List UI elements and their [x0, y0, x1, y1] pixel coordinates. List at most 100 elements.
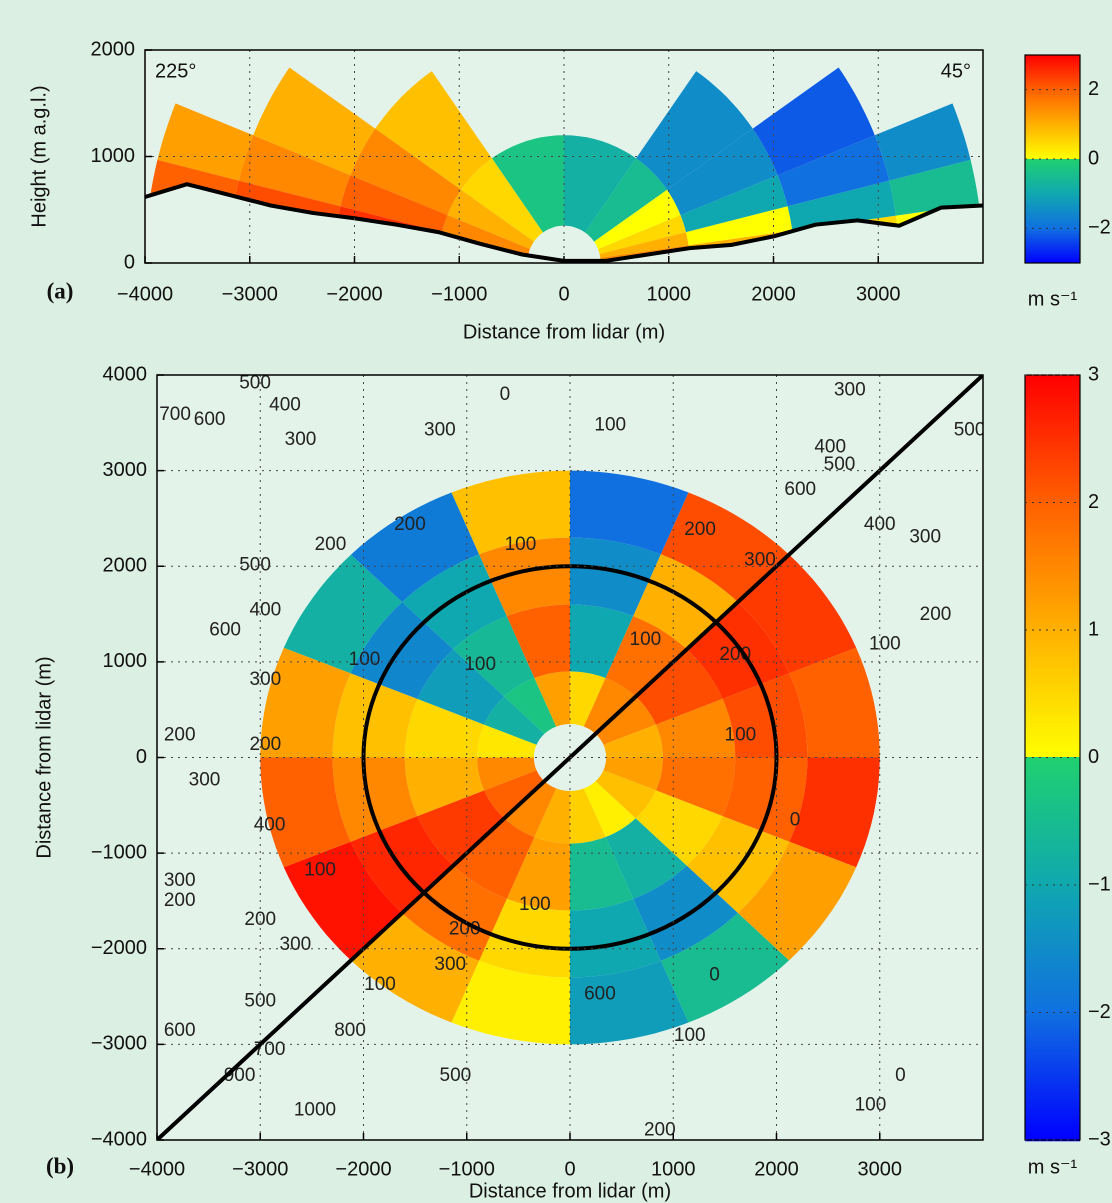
- contour-label: 100: [364, 974, 396, 995]
- contour-label: 700: [254, 1039, 286, 1060]
- colorbar-slice: [1025, 211, 1080, 214]
- contour-label: 100: [674, 1025, 706, 1046]
- velocity-cell: [402, 554, 507, 650]
- colorbar-slice: [1025, 397, 1080, 400]
- contour-label: 500: [440, 1065, 472, 1086]
- colorbar-slice: [1025, 661, 1080, 664]
- colorbar-slice: [1025, 107, 1080, 110]
- colorbar-slice: [1025, 1029, 1080, 1032]
- colorbar-slice: [1025, 963, 1080, 966]
- colorbar-slice: [1025, 597, 1080, 600]
- colorbar-slice: [1025, 1017, 1080, 1020]
- colorbar-slice: [1025, 883, 1080, 886]
- colorbar-slice: [1025, 759, 1080, 762]
- colorbar-slice: [1025, 953, 1080, 956]
- colorbar-slice: [1025, 571, 1080, 574]
- contour-label: 200: [394, 514, 426, 535]
- colorbar-slice: [1025, 453, 1080, 456]
- colorbar-slice: [1025, 1081, 1080, 1084]
- colorbar-slice: [1025, 157, 1080, 160]
- colorbar-slice: [1025, 551, 1080, 554]
- colorbar-slice: [1025, 123, 1080, 126]
- colorbar-slice: [1025, 407, 1080, 410]
- colorbar-slice: [1025, 237, 1080, 240]
- colorbar-slice: [1025, 815, 1080, 818]
- colorbar-slice: [1025, 971, 1080, 974]
- colorbar-slice: [1025, 259, 1080, 262]
- colorbar-slice: [1025, 619, 1080, 622]
- colorbar-slice: [1025, 701, 1080, 704]
- colorbar-slice: [1025, 131, 1080, 134]
- colorbar-slice: [1025, 499, 1080, 502]
- velocity-cell: [737, 554, 857, 674]
- colorbar-slice: [1025, 587, 1080, 590]
- colorbar-slice: [1025, 125, 1080, 128]
- colorbar-slice: [1025, 679, 1080, 682]
- colorbar-slice: [1025, 233, 1080, 236]
- colorbar-slice: [1025, 253, 1080, 256]
- contour-label: 500: [954, 419, 986, 440]
- colorbar-slice: [1025, 511, 1080, 514]
- colorbar-slice: [1025, 645, 1080, 648]
- colorbar-slice: [1025, 249, 1080, 252]
- colorbar-slice: [1025, 647, 1080, 650]
- colorbar-slice: [1025, 481, 1080, 484]
- colorbar-slice: [1025, 955, 1080, 958]
- colorbar-slice: [1025, 859, 1080, 862]
- velocity-cell: [504, 781, 557, 837]
- colorbar-slice: [1025, 165, 1080, 168]
- colorbar-slice: [1025, 823, 1080, 826]
- colorbar-slice: [1025, 643, 1080, 646]
- colorbar-slice: [1025, 773, 1080, 776]
- colorbar-slice: [1025, 855, 1080, 858]
- colorbar-slice: [1025, 725, 1080, 728]
- colorbar-slice: [1025, 685, 1080, 688]
- colorbar-slice: [1025, 793, 1080, 796]
- colorbar-label: m s⁻¹: [1028, 288, 1078, 310]
- colorbar-slice: [1025, 835, 1080, 838]
- colorbar-slice: [1025, 673, 1080, 676]
- colorbar-slice: [1025, 599, 1080, 602]
- colorbar-slice: [1025, 467, 1080, 470]
- colorbar-slice: [1025, 1097, 1080, 1100]
- colorbar-slice: [1025, 933, 1080, 936]
- velocity-cell: [283, 841, 403, 961]
- contour-label: 200: [644, 1119, 676, 1140]
- colorbar-slice: [1025, 205, 1080, 208]
- contour-label: 300: [164, 870, 196, 891]
- colorbar-slice: [1025, 741, 1080, 744]
- colorbar-slice: [1025, 161, 1080, 164]
- colorbar-slice: [1025, 603, 1080, 606]
- colorbar-slice: [1025, 951, 1080, 954]
- colorbar-slice: [1025, 625, 1080, 628]
- colorbar-slice: [1025, 445, 1080, 448]
- colorbar-slice: [1025, 415, 1080, 418]
- colorbar-slice: [1025, 641, 1080, 644]
- colorbar-slice: [1025, 507, 1080, 510]
- colorbar-slice: [1025, 909, 1080, 912]
- y-tick-label: −3000: [91, 1033, 147, 1055]
- colorbar-slice: [1025, 227, 1080, 230]
- velocity-cell: [686, 816, 790, 913]
- x-tick-label: −4000: [129, 1158, 185, 1180]
- colorbar-slice: [1025, 1085, 1080, 1088]
- y-tick-label: 0: [136, 746, 147, 768]
- contour-label: 600: [194, 409, 226, 430]
- velocity-cell: [595, 696, 656, 745]
- colorbar-slice: [1025, 93, 1080, 96]
- colorbar-slice: [1025, 549, 1080, 552]
- colorbar-slice: [1025, 169, 1080, 172]
- colorbar-slice: [1025, 79, 1080, 82]
- velocity-cell: [598, 215, 686, 254]
- colorbar-slice: [1025, 895, 1080, 898]
- colorbar-slice: [1025, 885, 1080, 888]
- colorbar-slice: [1025, 403, 1080, 406]
- colorbar-slice: [1025, 393, 1080, 396]
- colorbar-slice: [1025, 775, 1080, 778]
- contour-label: 100: [725, 725, 757, 746]
- colorbar-slice: [1025, 181, 1080, 184]
- colorbar-slice: [1025, 733, 1080, 736]
- x-tick-label: 2000: [754, 1158, 799, 1180]
- colorbar-slice: [1025, 217, 1080, 220]
- colorbar-slice: [1025, 985, 1080, 988]
